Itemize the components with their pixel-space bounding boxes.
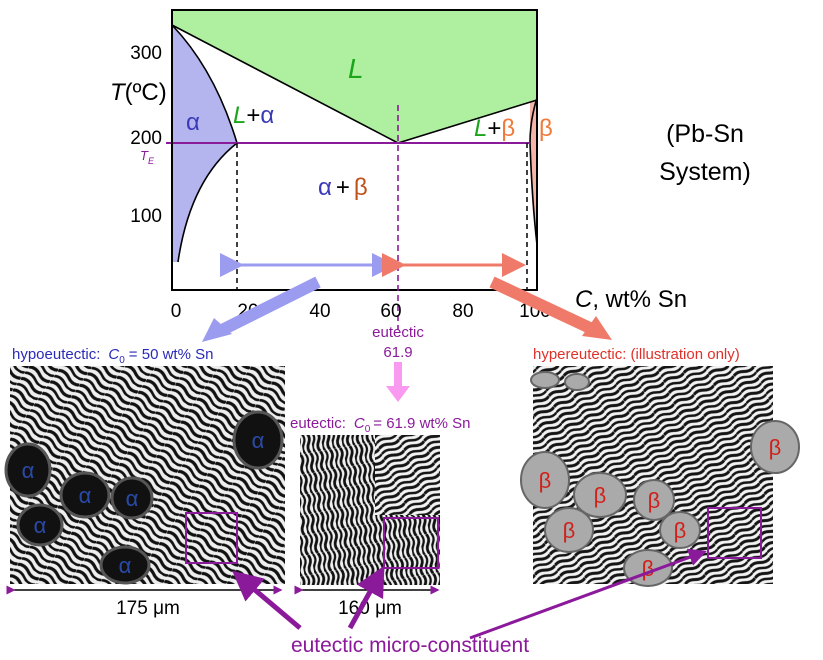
var: C [354,415,365,432]
region-label: α [186,109,200,136]
phase-label: β [539,468,552,493]
scale-label: 175 μm [116,598,180,619]
x-axis-label: C, wt% Sn [575,286,687,313]
y-tick-label: 300 [130,43,162,64]
x-tick-label: 0 [171,301,182,322]
micrograph-grain [375,435,440,515]
scale-label: 160 μm [338,598,402,619]
l: L [474,115,487,142]
region-label: α+β [318,174,368,201]
prefix: hypoeutectic: [12,346,100,363]
rest: = 50 wt% Sn [129,346,214,363]
x-tick-label: 40 [309,301,330,322]
phase-label: β [674,518,687,543]
region-label: L+β [474,115,515,142]
sub: 0 [119,355,125,366]
te-sub: E [148,156,155,166]
phase-label: α [34,513,47,538]
phase-diagram: 300 200 100 T(ºC) TE 0 20 40 60 80 100 C… [110,10,751,361]
footer-label: eutectic micro-constituent [291,634,529,657]
system-label: (Pb-Sn [666,120,744,148]
arrow-head [386,386,410,402]
panel-label: hypoeutectic: C0 = 50 wt% Sn [12,346,213,366]
x-tick-label: 60 [380,301,401,322]
y-tick-label: 200 [130,128,162,149]
plus: + [246,102,260,129]
a: α [318,174,332,201]
phase-label: α [119,553,132,578]
x-var: C [575,286,593,313]
phase-label: α [22,458,35,483]
rest: = 61.9 wt% Sn [373,415,470,432]
plus: + [487,115,501,142]
panel-label: hypereutectic: (illustration only) [533,346,740,363]
x-tick-label: 80 [452,301,473,322]
sub: 0 [365,424,371,435]
y-axis-label: T(ºC) [110,79,167,106]
te-label: TE [140,148,155,166]
phase-label: β [563,518,576,543]
page: 300 200 100 T(ºC) TE 0 20 40 60 80 100 C… [0,0,823,660]
phase-label: β [642,556,655,581]
phase-label: β [769,435,782,460]
region-label: L+α [233,102,274,129]
micrograph [10,366,285,584]
eutectic-label: eutectic [372,324,424,341]
phase-label: α [126,486,139,511]
l: L [233,102,246,129]
phase: β [501,115,515,142]
b: β [354,174,368,201]
var: C [108,346,119,363]
y-tick-label: 100 [130,206,162,227]
region-label: L [348,53,364,84]
phase-label: α [252,428,265,453]
x-unit: , wt% Sn [592,286,687,313]
phase-label: α [79,483,92,508]
panel-label: eutectic: C0= 61.9 wt% Sn [290,415,470,435]
prefix: eutectic: [290,415,346,432]
phase-label: β [594,483,607,508]
y-unit: (ºC) [125,79,167,106]
eutectic-value: 61.9 [383,344,412,361]
phase: α [260,102,274,129]
system-label: System) [659,158,751,186]
plus: + [336,174,350,201]
region-label: β [539,115,553,142]
phase-label: β [648,488,661,513]
